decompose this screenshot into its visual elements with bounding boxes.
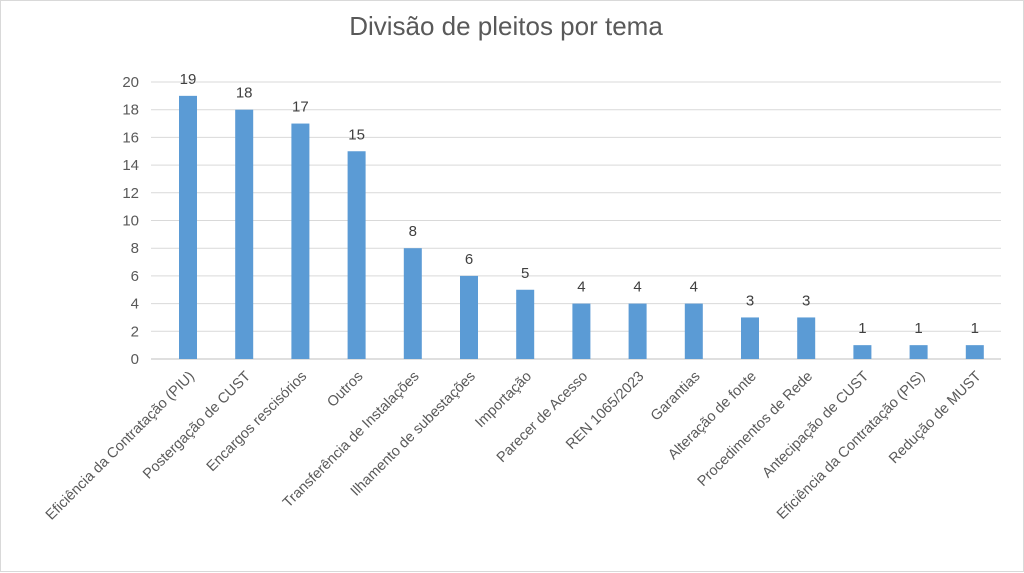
bar — [684, 303, 703, 359]
data-label: 8 — [409, 223, 417, 240]
data-label: 1 — [914, 320, 922, 337]
data-labels: 19 18 17 15 8 6 5 4 4 4 3 3 1 1 1 — [180, 71, 979, 337]
category-label: Outros — [324, 369, 366, 411]
category-label: Garantias — [648, 369, 704, 425]
y-tick-label: 18 — [122, 102, 139, 119]
data-label: 4 — [633, 279, 641, 296]
data-label: 15 — [348, 126, 365, 143]
bar — [909, 345, 928, 359]
y-tick-label: 20 — [122, 74, 139, 91]
y-tick-label: 14 — [122, 157, 139, 174]
bar — [628, 303, 647, 359]
y-tick-label: 8 — [131, 240, 139, 257]
data-label: 3 — [746, 292, 754, 309]
y-tick-label: 12 — [122, 185, 139, 202]
category-label: Encargos rescisórios — [204, 369, 310, 475]
y-tick-label: 4 — [131, 296, 139, 313]
x-axis-category-labels: Eficiência da Contratação (PIU)Postergaç… — [43, 368, 985, 523]
bar — [797, 317, 816, 359]
category-label: Redução de MUST — [886, 368, 985, 467]
y-axis-tick-labels: 0 2 4 6 8 10 12 14 16 18 20 — [122, 74, 139, 368]
bar — [403, 248, 422, 359]
bar — [347, 151, 366, 359]
data-label: 5 — [521, 265, 529, 282]
y-tick-label: 16 — [122, 129, 139, 146]
data-label: 17 — [292, 99, 309, 116]
bar — [516, 289, 535, 359]
data-label: 3 — [802, 292, 810, 309]
bar — [741, 317, 759, 359]
y-tick-label: 2 — [131, 323, 139, 340]
data-label: 4 — [577, 279, 585, 296]
category-label: Postergação de CUST — [140, 368, 254, 482]
chart-title: Divisão de pleitos por tema — [349, 11, 663, 41]
bar — [235, 109, 254, 359]
bars — [179, 95, 984, 359]
bar — [572, 303, 591, 359]
data-label: 1 — [971, 320, 979, 337]
y-tick-label: 0 — [131, 351, 139, 368]
data-label: 1 — [858, 320, 866, 337]
category-label: Procedimentos de Rede — [695, 369, 816, 490]
y-tick-label: 6 — [131, 268, 139, 285]
data-label: 18 — [236, 85, 253, 102]
data-label: 6 — [465, 251, 473, 268]
category-label: Antecipação de CUST — [759, 368, 872, 481]
bar — [291, 123, 310, 359]
bar — [179, 95, 197, 359]
data-label: 4 — [690, 279, 698, 296]
bar — [853, 345, 872, 359]
bar — [460, 275, 478, 359]
data-label: 19 — [180, 71, 197, 88]
y-tick-label: 10 — [122, 213, 139, 230]
bar — [965, 345, 984, 359]
